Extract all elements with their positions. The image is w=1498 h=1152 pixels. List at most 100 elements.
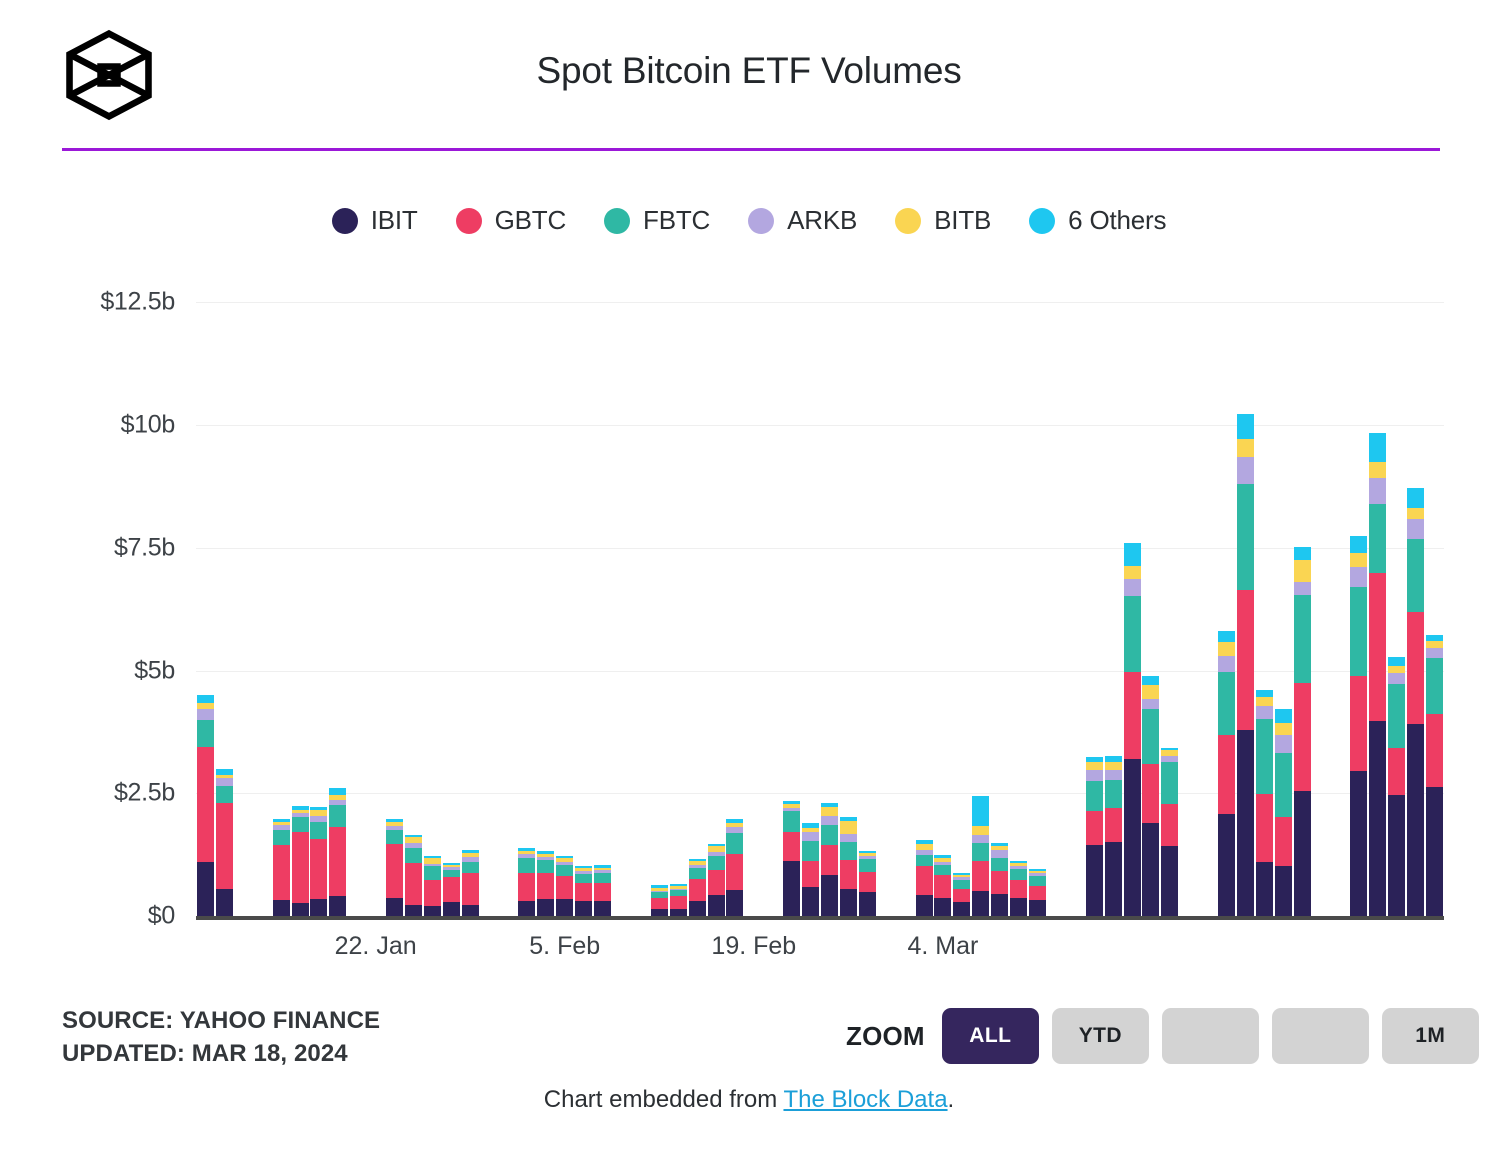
stacked-bar[interactable]	[839, 817, 857, 916]
bar-segment-fbtc	[215, 786, 233, 803]
legend-swatch-icon	[455, 207, 482, 234]
bar-segment-ibit	[1104, 842, 1122, 916]
bar-segment-6-others	[461, 849, 479, 853]
zoom-button-blank-2[interactable]	[1161, 1008, 1259, 1064]
bar-segment-gbtc	[423, 879, 441, 906]
legend-item-gbtc[interactable]: GBTC	[455, 205, 566, 236]
stacked-bar[interactable]	[404, 835, 422, 916]
stacked-bar[interactable]	[953, 872, 971, 916]
bar-segment-6-others	[972, 796, 990, 826]
zoom-button-ytd[interactable]: YTD	[1051, 1008, 1149, 1064]
stacked-bar[interactable]	[1274, 708, 1292, 916]
stacked-bar[interactable]	[1010, 861, 1028, 916]
legend-item-arkb[interactable]: ARKB	[748, 205, 857, 236]
stacked-bar[interactable]	[726, 819, 744, 916]
stacked-bar[interactable]	[707, 843, 725, 916]
stacked-bar[interactable]	[669, 883, 687, 916]
stacked-bar[interactable]	[1123, 543, 1141, 916]
bar-segment-arkb	[1218, 655, 1236, 672]
bar-segment-6-others	[215, 769, 233, 776]
stacked-bar[interactable]	[594, 865, 612, 916]
stacked-bar[interactable]	[1255, 690, 1273, 916]
legend-item-6-others[interactable]: 6 Others	[1029, 205, 1166, 236]
stacked-bar[interactable]	[650, 885, 668, 916]
zoom-button-blank-3[interactable]	[1271, 1008, 1369, 1064]
bar-segment-bitb	[1426, 640, 1444, 648]
stacked-bar[interactable]	[1350, 535, 1368, 916]
stacked-bar[interactable]	[1388, 657, 1406, 916]
stacked-bar[interactable]	[1369, 432, 1387, 916]
stacked-bar[interactable]	[1142, 676, 1160, 916]
stacked-bar[interactable]	[1161, 747, 1179, 916]
bar-segment-bitb	[196, 702, 214, 709]
stacked-bar[interactable]	[934, 854, 952, 916]
bar-segment-6-others	[1123, 543, 1141, 566]
stacked-bar[interactable]	[915, 840, 933, 916]
bar-segment-gbtc	[707, 869, 725, 896]
stacked-bar[interactable]	[1028, 868, 1046, 916]
bar-segment-fbtc	[1123, 595, 1141, 672]
stacked-bar[interactable]	[215, 769, 233, 916]
the-block-data-link[interactable]: The Block Data	[783, 1086, 948, 1113]
bar-segment-fbtc	[1010, 868, 1028, 880]
bar-segment-ibit	[858, 892, 876, 916]
bar-segment-arkb	[688, 864, 706, 869]
stacked-bar[interactable]	[858, 850, 876, 916]
stacked-bar[interactable]	[310, 806, 328, 916]
zoom-button-all[interactable]: ALL	[941, 1008, 1039, 1064]
stacked-bar[interactable]	[196, 695, 214, 916]
stacked-bar[interactable]	[802, 823, 820, 916]
stacked-bar[interactable]	[442, 863, 460, 916]
bar-segment-6-others	[991, 843, 1009, 847]
stacked-bar[interactable]	[329, 788, 347, 916]
stacked-bar[interactable]	[1426, 634, 1444, 916]
bar-segment-ibit	[442, 901, 460, 916]
stacked-bar[interactable]	[1293, 547, 1311, 916]
bar-segment-fbtc	[594, 873, 612, 884]
stacked-bar[interactable]	[291, 806, 309, 916]
stacked-bar[interactable]	[461, 849, 479, 916]
bar-segment-gbtc	[1388, 748, 1406, 795]
bar-segment-arkb	[556, 861, 574, 865]
legend-item-fbtc[interactable]: FBTC	[604, 205, 710, 236]
bar-segment-fbtc	[461, 861, 479, 873]
stacked-bar[interactable]	[972, 796, 990, 916]
chart-legend: IBIT GBTC FBTC ARKB BITB 6 Others	[0, 205, 1498, 236]
bar-segment-bitb	[858, 852, 876, 857]
stacked-bar[interactable]	[556, 855, 574, 916]
stacked-bar[interactable]	[820, 802, 838, 916]
bar-segment-6-others	[329, 788, 347, 795]
stacked-bar[interactable]	[1104, 756, 1122, 916]
stacked-bar[interactable]	[575, 865, 593, 916]
bar-segment-bitb	[215, 775, 233, 779]
bar-segment-gbtc	[575, 883, 593, 902]
stacked-bar[interactable]	[518, 848, 536, 916]
stacked-bar[interactable]	[1218, 631, 1236, 916]
bar-segment-arkb	[1293, 581, 1311, 596]
stacked-bar[interactable]	[386, 818, 404, 916]
bar-segment-arkb	[972, 834, 990, 843]
bar-segment-gbtc	[783, 831, 801, 862]
legend-item-ibit[interactable]: IBIT	[331, 205, 418, 236]
bar-segment-gbtc	[1142, 763, 1160, 823]
stacked-bar[interactable]	[423, 856, 441, 916]
bar-segment-gbtc	[442, 877, 460, 902]
bar-segment-bitb	[707, 845, 725, 852]
stacked-bar[interactable]	[1407, 487, 1425, 916]
stacked-bar[interactable]	[1085, 756, 1103, 916]
bar-segment-arkb	[423, 863, 441, 867]
bar-segment-gbtc	[991, 871, 1009, 894]
bar-segment-6-others	[1293, 547, 1311, 561]
bar-segment-fbtc	[537, 860, 555, 874]
stacked-bar[interactable]	[1236, 413, 1254, 916]
stacked-bar[interactable]	[688, 858, 706, 916]
stacked-bar[interactable]	[272, 818, 290, 916]
zoom-label: ZOOM	[846, 1020, 925, 1051]
zoom-button-1m[interactable]: 1M	[1381, 1008, 1479, 1064]
legend-item-bitb[interactable]: BITB	[895, 205, 991, 236]
stacked-bar[interactable]	[783, 801, 801, 916]
bar-segment-ibit	[1236, 730, 1254, 916]
stacked-bar[interactable]	[991, 843, 1009, 916]
bar-segment-ibit	[953, 902, 971, 916]
stacked-bar[interactable]	[537, 851, 555, 916]
